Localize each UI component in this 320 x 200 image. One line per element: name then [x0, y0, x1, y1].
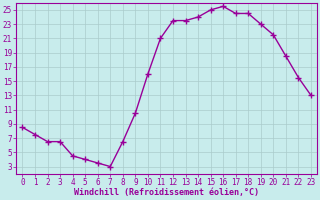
X-axis label: Windchill (Refroidissement éolien,°C): Windchill (Refroidissement éolien,°C) [74, 188, 259, 197]
